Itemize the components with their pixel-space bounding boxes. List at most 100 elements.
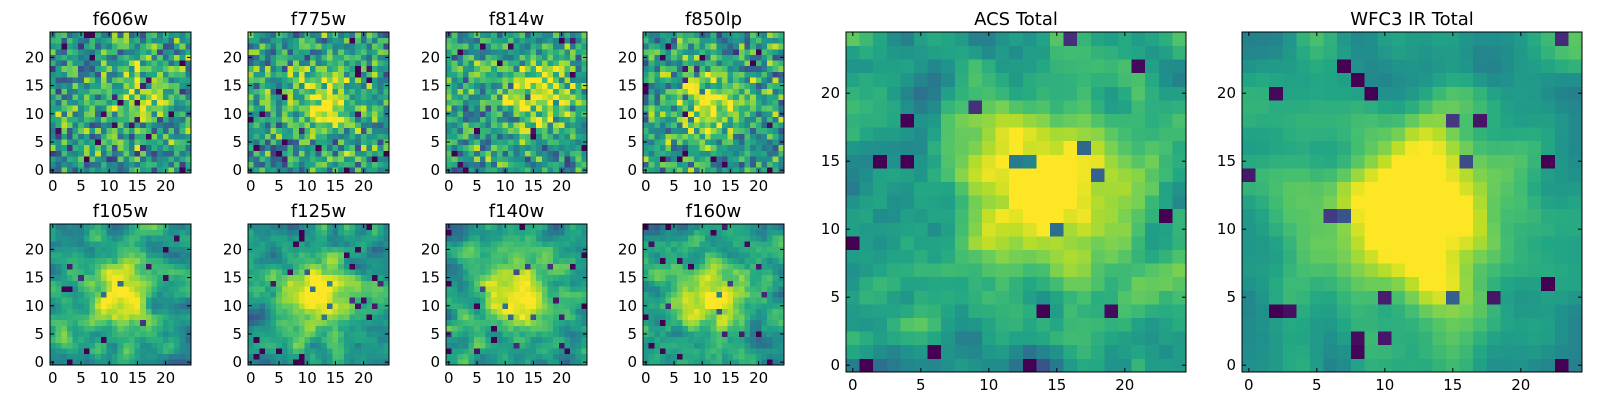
heatmap-cell xyxy=(343,302,350,309)
heatmap-cell xyxy=(270,167,277,174)
heatmap-cell xyxy=(162,246,169,253)
heatmap-cell xyxy=(513,314,520,321)
heatmap-cell xyxy=(310,82,317,89)
heatmap-cell xyxy=(479,54,486,61)
heatmap-cell xyxy=(168,37,175,44)
heatmap-cell xyxy=(179,32,186,38)
heatmap-cell xyxy=(519,235,526,242)
heatmap-cell xyxy=(349,105,356,112)
heatmap-cell xyxy=(564,291,571,298)
heatmap-cell xyxy=(326,235,333,242)
heatmap-cell xyxy=(72,308,79,315)
heatmap-cell xyxy=(474,105,481,112)
heatmap-cell xyxy=(648,297,655,304)
heatmap-cell xyxy=(61,156,68,163)
heatmap-cell xyxy=(264,99,271,106)
heatmap-cell xyxy=(451,122,458,129)
heatmap-cell xyxy=(78,156,85,163)
heatmap-cell xyxy=(162,82,169,89)
heatmap-cell xyxy=(326,336,333,343)
heatmap-cell xyxy=(755,77,762,84)
heatmap-cell xyxy=(349,252,356,259)
heatmap-cell xyxy=(179,122,186,129)
heatmap-cell xyxy=(377,280,384,287)
heatmap-cell xyxy=(727,353,734,360)
heatmap-cell xyxy=(326,319,333,326)
heatmap-cell xyxy=(321,161,328,168)
heatmap-cell xyxy=(761,88,768,95)
heatmap-cell xyxy=(750,82,757,89)
heatmap-cell xyxy=(360,144,367,151)
heatmap-cell xyxy=(123,269,130,276)
heatmap-cell xyxy=(145,110,152,117)
heatmap-cell xyxy=(502,156,509,163)
heatmap-cell xyxy=(315,297,322,304)
x-tick-label: 10 xyxy=(496,369,515,387)
heatmap-cell xyxy=(372,240,379,247)
heatmap-cell xyxy=(744,43,751,50)
heatmap-cell xyxy=(276,297,283,304)
heatmap-cell xyxy=(688,291,695,298)
heatmap-cell xyxy=(496,54,503,61)
heatmap-cell xyxy=(513,77,520,84)
heatmap-cell xyxy=(451,139,458,146)
heatmap-cell xyxy=(648,342,655,349)
heatmap-cell xyxy=(287,331,294,338)
heatmap-cell xyxy=(738,116,745,123)
heatmap-cell xyxy=(468,43,475,50)
heatmap-cell xyxy=(750,286,757,293)
heatmap-cell xyxy=(575,308,582,315)
heatmap-cell xyxy=(162,37,169,44)
heatmap-cell xyxy=(185,291,192,298)
heatmap-cell xyxy=(128,246,135,253)
heatmap-cell xyxy=(699,82,706,89)
heatmap-cell xyxy=(502,291,509,298)
heatmap-cell xyxy=(570,348,577,355)
heatmap-cell xyxy=(287,60,294,67)
heatmap-cell xyxy=(151,110,158,117)
heatmap-cell xyxy=(112,240,119,247)
heatmap-cell xyxy=(648,88,655,95)
heatmap-cell xyxy=(332,156,339,163)
heatmap-cell xyxy=(61,286,68,293)
heatmap-cell xyxy=(716,302,723,309)
heatmap-cell xyxy=(750,319,757,326)
heatmap-cell xyxy=(377,71,384,78)
heatmap-cell xyxy=(117,297,124,304)
heatmap-cell xyxy=(513,71,520,78)
heatmap-cell xyxy=(298,82,305,89)
heatmap-cell xyxy=(688,280,695,287)
heatmap-cell xyxy=(682,82,689,89)
heatmap-cell xyxy=(676,353,683,360)
heatmap-cell xyxy=(536,353,543,360)
heatmap-cell xyxy=(287,37,294,44)
heatmap-cell xyxy=(457,54,464,61)
heatmap-cell xyxy=(699,342,706,349)
heatmap-cell xyxy=(462,167,469,174)
heatmap-cell xyxy=(519,308,526,315)
heatmap-cell xyxy=(343,60,350,67)
heatmap-cell xyxy=(123,235,130,242)
heatmap-cell xyxy=(293,297,300,304)
heatmap-cell xyxy=(326,82,333,89)
heatmap-cell xyxy=(157,224,164,230)
heatmap-cell xyxy=(162,314,169,321)
heatmap-cell xyxy=(457,286,464,293)
heatmap-cell xyxy=(100,161,107,168)
heatmap-cell xyxy=(253,314,260,321)
x-tick-label: 10 xyxy=(298,177,317,195)
heatmap-cell xyxy=(530,88,537,95)
heatmap-cell xyxy=(564,161,571,168)
heatmap-cell xyxy=(248,263,254,270)
heatmap-cell xyxy=(95,263,102,270)
heatmap-cell xyxy=(750,94,757,101)
heatmap-cell xyxy=(304,302,311,309)
heatmap-cell xyxy=(564,246,571,253)
heatmap-cell xyxy=(72,359,79,366)
heatmap-cell xyxy=(541,263,548,270)
y-tick-label: 20 xyxy=(25,240,44,258)
heatmap-cell xyxy=(716,37,723,44)
heatmap-cell xyxy=(270,359,277,366)
heatmap-cell xyxy=(117,110,124,117)
heatmap-cell xyxy=(326,127,333,134)
